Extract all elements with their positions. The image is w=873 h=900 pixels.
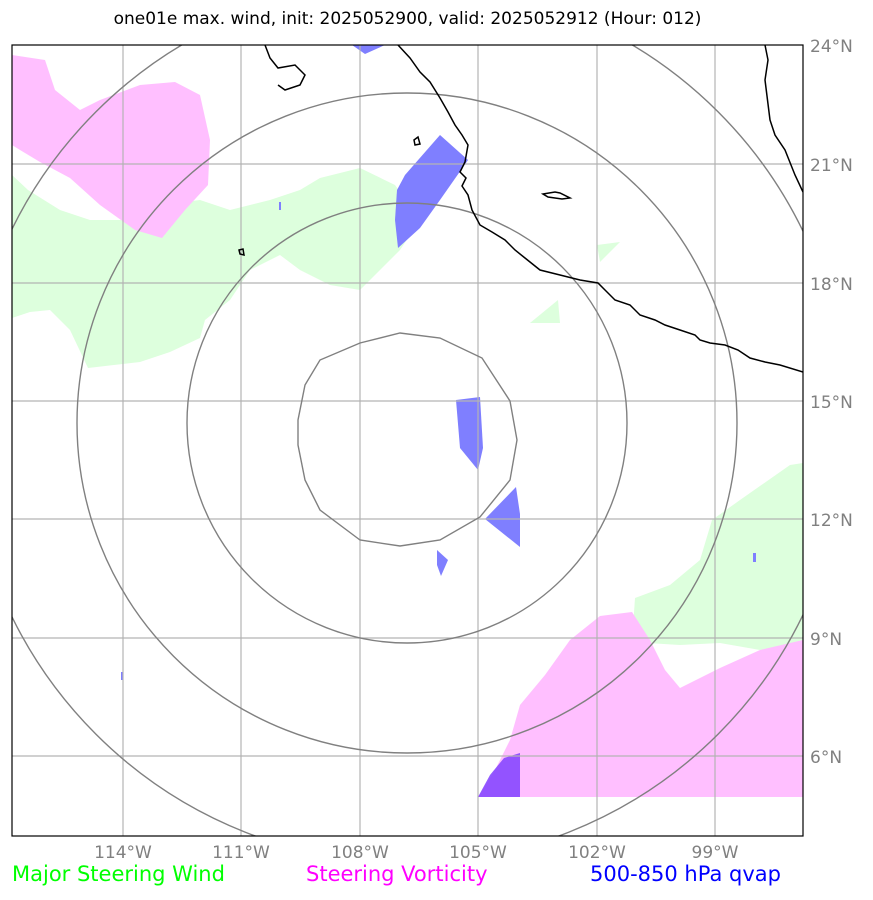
lon-tick-label: 108°W: [331, 843, 389, 863]
qvap-area-southern-edge: [478, 753, 520, 797]
coastline-east-gulf: [764, 45, 803, 193]
lat-tick-label: 15°N: [810, 393, 853, 413]
qvap-area-north-edge: [352, 45, 385, 54]
lon-tick-label: 105°W: [449, 843, 507, 863]
lat-tick-label: 6°N: [810, 748, 842, 768]
legend-steering-wind: Major Steering Wind: [12, 862, 225, 886]
vorticity-areas: [12, 55, 803, 797]
lon-tick-label: 99°W: [692, 843, 739, 863]
steering-wind-area-patch-1: [597, 242, 620, 262]
lon-tick-label: 114°W: [94, 843, 152, 863]
lon-tick-label: 111°W: [212, 843, 270, 863]
steering-wind-areas: [12, 168, 803, 650]
island-2: [540, 191, 573, 200]
legend-steering-vorticity: Steering Vorticity: [306, 862, 488, 886]
lat-tick-label: 21°N: [810, 156, 853, 176]
lat-tick-label: 18°N: [810, 275, 853, 295]
lat-tick-labels: 24°N 21°N 18°N 15°N 12°N 9°N 6°N: [810, 37, 853, 768]
steering-wind-area-patch-2: [530, 300, 560, 323]
legend-qvap: 500-850 hPa qvap: [590, 862, 781, 886]
map-title: one01e max. wind, init: 2025052900, vali…: [113, 9, 702, 29]
coastline-mainland: [397, 45, 803, 373]
vorticity-area-northwest: [12, 55, 210, 238]
range-ring-2: [186, 202, 628, 644]
map-frame: [11, 44, 804, 837]
coastline-baja-tip: [264, 45, 306, 91]
qvap-areas: [121, 45, 756, 797]
qvap-area-south: [437, 550, 448, 576]
range-ring-3: [76, 92, 738, 754]
range-rings: [12, 45, 803, 836]
island-3: [238, 248, 245, 257]
lat-tick-label: 24°N: [810, 37, 853, 57]
lat-tick-label: 9°N: [810, 630, 842, 650]
qvap-area-small-east: [753, 553, 756, 562]
qvap-area-coastal: [395, 135, 468, 248]
steering-wind-area-northwest: [12, 168, 420, 368]
qvap-area-center: [456, 397, 483, 470]
lon-tick-label: 102°W: [568, 843, 626, 863]
steering-wind-area-southeast: [632, 463, 803, 650]
lat-tick-label: 12°N: [810, 511, 853, 531]
qvap-area-southeast: [485, 487, 520, 547]
island-1: [413, 135, 421, 146]
range-ring-1: [297, 332, 518, 547]
lon-tick-labels: 114°W 111°W 108°W 105°W 102°W 99°W: [94, 843, 739, 863]
qvap-area-small-north: [279, 202, 281, 210]
gridlines: [12, 45, 803, 836]
vorticity-area-southeast: [478, 612, 803, 797]
coastlines: [238, 45, 803, 373]
